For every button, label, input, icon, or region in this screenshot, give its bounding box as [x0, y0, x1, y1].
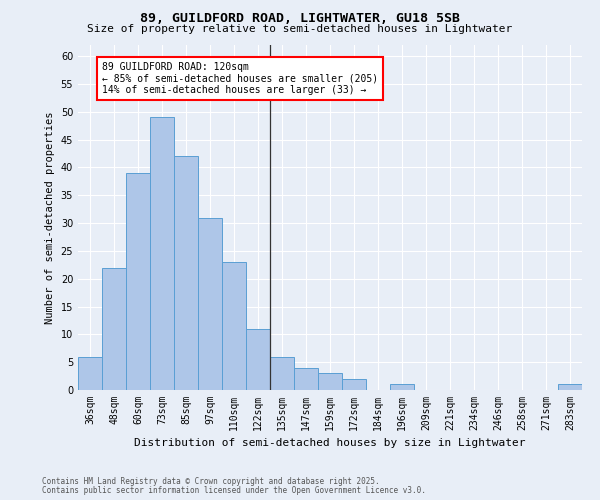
Bar: [246, 329, 270, 390]
Text: Contains HM Land Registry data © Crown copyright and database right 2025.: Contains HM Land Registry data © Crown c…: [42, 477, 380, 486]
Text: Contains public sector information licensed under the Open Government Licence v3: Contains public sector information licen…: [42, 486, 426, 495]
Bar: [222, 262, 246, 390]
Text: 89 GUILDFORD ROAD: 120sqm
← 85% of semi-detached houses are smaller (205)
14% of: 89 GUILDFORD ROAD: 120sqm ← 85% of semi-…: [102, 62, 378, 95]
Bar: [342, 379, 366, 390]
Bar: [174, 156, 198, 390]
X-axis label: Distribution of semi-detached houses by size in Lightwater: Distribution of semi-detached houses by …: [134, 438, 526, 448]
Y-axis label: Number of semi-detached properties: Number of semi-detached properties: [45, 112, 55, 324]
Text: Size of property relative to semi-detached houses in Lightwater: Size of property relative to semi-detach…: [88, 24, 512, 34]
Bar: [558, 384, 582, 390]
Bar: [270, 356, 294, 390]
Bar: [318, 374, 342, 390]
Bar: [126, 173, 150, 390]
Bar: [78, 356, 102, 390]
Bar: [102, 268, 126, 390]
Text: 89, GUILDFORD ROAD, LIGHTWATER, GU18 5SB: 89, GUILDFORD ROAD, LIGHTWATER, GU18 5SB: [140, 12, 460, 26]
Bar: [150, 118, 174, 390]
Bar: [198, 218, 222, 390]
Bar: [390, 384, 414, 390]
Bar: [294, 368, 318, 390]
